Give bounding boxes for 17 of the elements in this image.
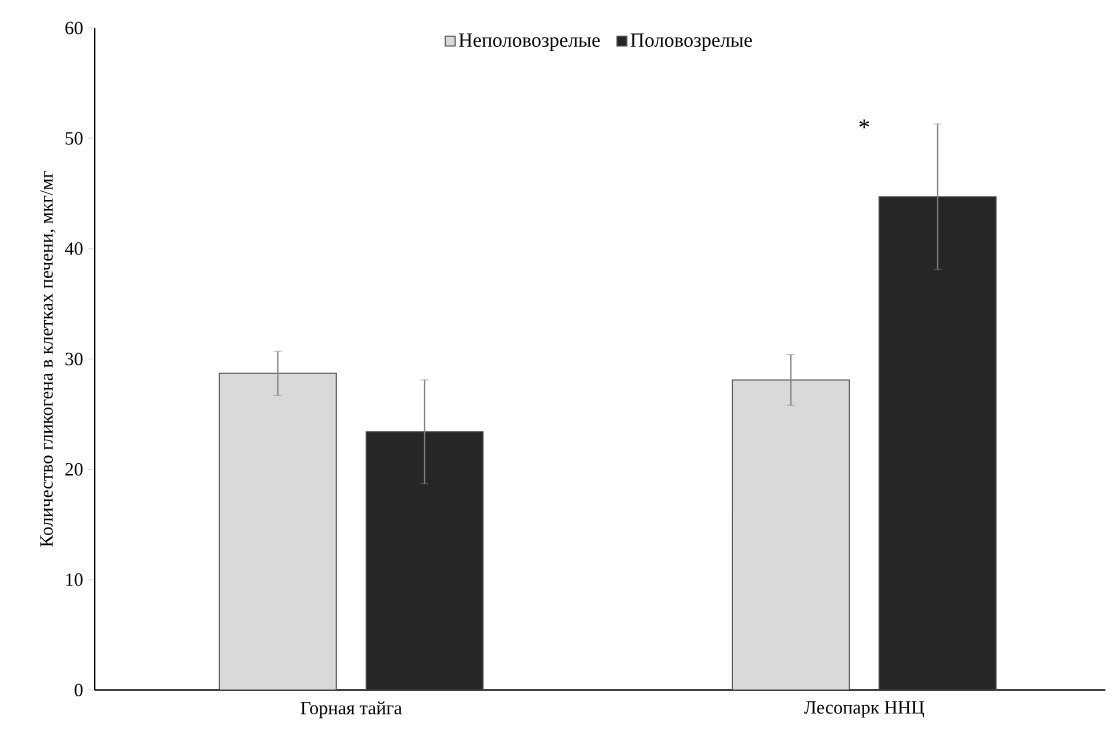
y-axis-title: Количество гликогена в клетках печени, мкг/мг <box>40 171 56 547</box>
bar <box>218 372 337 690</box>
y-tick-label: 40 <box>64 242 83 255</box>
y-tick-label: 50 <box>65 132 83 145</box>
legend-label: Неполовозрелые <box>458 33 600 51</box>
y-tick-label: 20 <box>65 463 83 476</box>
bar <box>731 379 850 690</box>
y-tick-label: 10 <box>66 573 83 586</box>
y-tick-label: 30 <box>65 352 83 366</box>
legend-label: Половозрелые <box>630 33 752 51</box>
y-tick-label: 0 <box>74 683 83 697</box>
bar <box>365 431 484 690</box>
y-tick-label: 60 <box>65 21 83 35</box>
x-tick-label: Горная тайга <box>300 701 402 719</box>
x-tick-label: Лесопарк ННЦ <box>804 701 925 718</box>
annotation: * <box>859 119 870 129</box>
bar <box>878 196 997 690</box>
